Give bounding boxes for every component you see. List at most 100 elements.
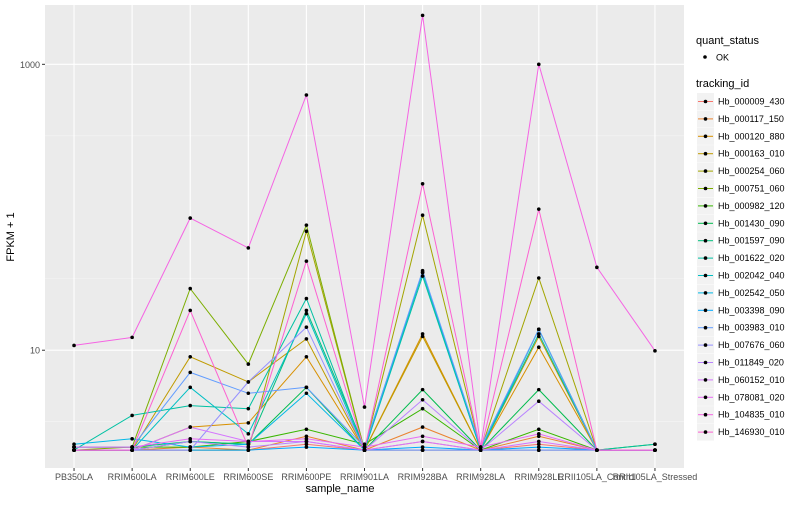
legend-key-point <box>703 256 708 260</box>
x-axis-title: sample_name <box>305 483 374 495</box>
legend-key-point <box>703 430 708 434</box>
x-tick-label: RRIM600SE <box>223 472 273 482</box>
legend-key-point <box>703 325 708 330</box>
data-point <box>72 343 76 348</box>
data-point <box>188 448 193 452</box>
data-point <box>72 442 76 447</box>
data-point <box>536 62 541 67</box>
data-point <box>536 445 541 449</box>
data-point <box>478 448 483 452</box>
data-point <box>246 432 251 436</box>
data-point <box>362 448 367 452</box>
data-point <box>188 425 193 429</box>
data-point <box>188 354 193 359</box>
legend-label: Hb_000254_060 <box>718 166 785 176</box>
legend-label: Hb_000117_150 <box>718 114 784 124</box>
legend-key-point <box>703 204 708 208</box>
legend-quant-title: quant_status <box>696 35 759 47</box>
data-point <box>304 325 309 329</box>
data-point <box>536 207 541 211</box>
data-point <box>304 93 309 97</box>
x-axis: PB350LA RRIM600LA RRIM600LE RRIM600SE RRIM60… <box>55 468 697 482</box>
data-point <box>536 448 541 452</box>
legend-key-point <box>703 99 708 104</box>
legend-label: Hb_078081_020 <box>718 392 785 402</box>
data-point <box>304 437 309 441</box>
data-point <box>536 432 541 436</box>
data-point <box>536 345 541 349</box>
data-point <box>72 448 76 452</box>
data-point <box>188 286 193 291</box>
legend-label: Hb_002542_050 <box>718 288 785 298</box>
legend-label: Hb_104835_010 <box>718 410 785 420</box>
data-point <box>188 308 193 313</box>
x-tick-label: RRIM600LA <box>108 472 157 482</box>
y-tick-label: 1000 <box>20 60 40 70</box>
data-point <box>536 439 541 444</box>
legend-key-point <box>703 134 708 139</box>
grid-lines <box>45 5 684 468</box>
data-point <box>420 445 425 449</box>
legend-label: Hb_000982_120 <box>718 201 785 211</box>
legend-key-point <box>703 343 708 347</box>
data-point <box>420 13 425 18</box>
data-point <box>304 445 309 449</box>
data-point <box>188 445 193 449</box>
data-point <box>246 406 251 411</box>
data-point <box>478 445 483 449</box>
legend-key-point <box>703 151 708 156</box>
data-point <box>420 181 425 186</box>
data-point <box>304 434 309 439</box>
x-tick-label: RRIM600PE <box>281 472 331 482</box>
data-point <box>420 397 425 402</box>
data-point <box>304 259 309 263</box>
legend-key-point <box>703 360 708 365</box>
legend-label: Hb_002042_040 <box>718 271 785 281</box>
data-point <box>246 445 251 449</box>
data-point <box>420 334 425 339</box>
legend-key-point <box>703 395 708 400</box>
data-point <box>595 448 599 452</box>
data-point <box>188 439 193 444</box>
data-point <box>536 399 541 403</box>
data-point <box>420 425 425 429</box>
data-point <box>72 445 76 449</box>
legend-label: Hb_011849_020 <box>718 358 784 368</box>
x-tick-label: RRIM928LE <box>514 472 563 482</box>
legend-label: Hb_001597_090 <box>718 236 785 246</box>
data-point <box>130 448 134 452</box>
data-point <box>536 327 541 332</box>
y-axis: 10 1000 <box>20 60 45 356</box>
legend-label: Hb_007676_060 <box>718 340 785 350</box>
data-point <box>362 445 367 449</box>
data-point <box>130 413 134 418</box>
data-point <box>246 362 251 366</box>
y-tick-label: 10 <box>30 346 40 356</box>
legend-label: Hb_001430_090 <box>718 218 785 228</box>
x-tick-label: RRIM600LE <box>166 472 215 482</box>
data-point <box>304 427 309 432</box>
y-axis-title: FPKM + 1 <box>5 212 17 261</box>
data-point <box>420 406 425 411</box>
data-point <box>420 448 425 452</box>
legend-quant-status: quant_status OK <box>696 35 759 63</box>
data-point <box>653 442 657 447</box>
data-point <box>536 332 541 336</box>
data-point <box>536 387 541 392</box>
x-tick-label: RRII105LA_Stressed <box>613 472 698 482</box>
legend-key-point <box>703 308 708 313</box>
data-points <box>72 13 657 452</box>
data-point <box>304 385 309 390</box>
legend-tracking-id: tracking_id Hb_000009_430 Hb_000117_150 Hb… <box>696 78 785 441</box>
data-point <box>246 421 251 425</box>
legend-key-point <box>703 378 708 382</box>
data-point <box>188 437 193 441</box>
data-point <box>304 391 309 396</box>
data-point <box>188 403 193 408</box>
x-tick-label: RRIM901LA <box>340 472 389 482</box>
data-point <box>188 370 193 375</box>
data-point <box>246 246 251 250</box>
data-point <box>304 442 309 447</box>
data-point <box>246 439 251 444</box>
